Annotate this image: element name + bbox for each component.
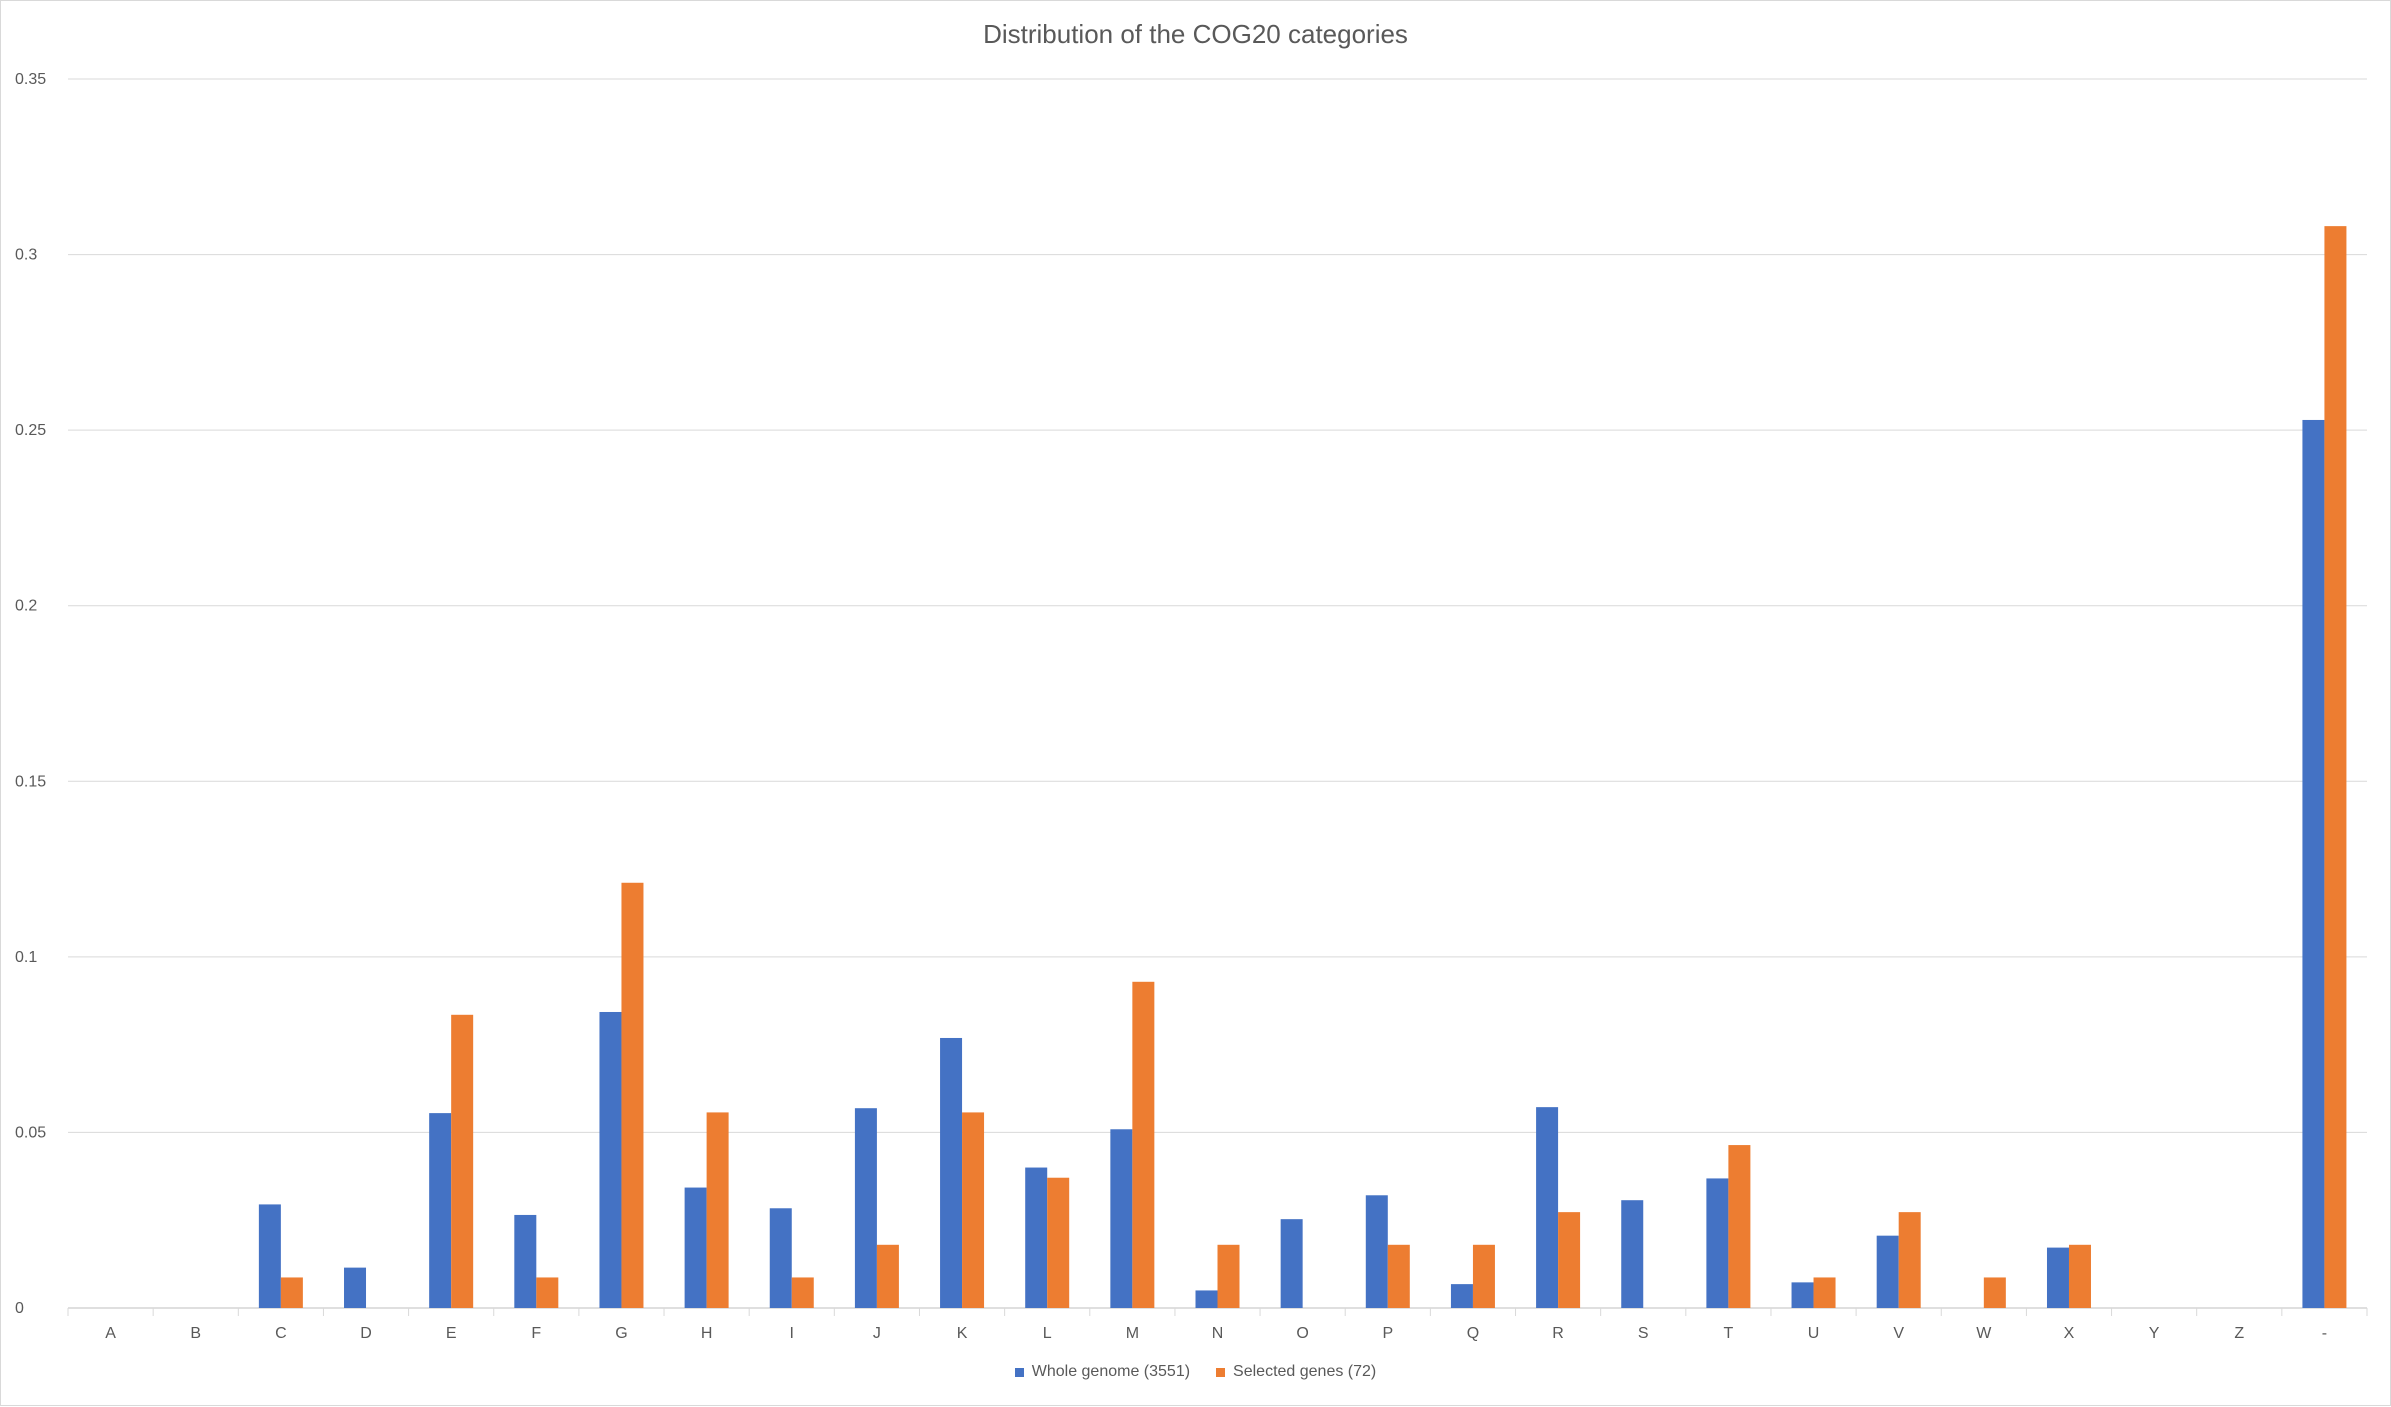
bar-whole-genome: [1706, 1178, 1729, 1308]
bar-selected-genes: [1047, 1177, 1070, 1308]
bar-selected-genes: [1132, 981, 1155, 1308]
x-tick-label: L: [1043, 1325, 1052, 1342]
bar-selected-genes: [621, 882, 644, 1308]
bar-whole-genome: [429, 1113, 452, 1308]
bar-whole-genome: [1195, 1290, 1218, 1308]
x-tick-label: H: [701, 1325, 713, 1342]
x-tick-label: J: [873, 1325, 881, 1342]
bar-whole-genome: [1280, 1219, 1303, 1308]
bar-selected-genes: [1898, 1212, 1921, 1308]
x-tick-label: A: [105, 1325, 116, 1342]
x-tick-label: Z: [2234, 1325, 2244, 1342]
x-tick-label: G: [615, 1325, 627, 1342]
x-tick-label: F: [531, 1325, 541, 1342]
bar-whole-genome: [1791, 1282, 1814, 1308]
x-tick-label: P: [1382, 1325, 1393, 1342]
legend-swatch-whole-genome: [1014, 1367, 1024, 1377]
bar-whole-genome: [1365, 1195, 1388, 1308]
bar-selected-genes: [1387, 1244, 1410, 1308]
bar-whole-genome: [769, 1208, 792, 1308]
x-tick-label: U: [1808, 1325, 1820, 1342]
y-tick-label: 0.3: [15, 247, 37, 264]
x-tick-label: Q: [1467, 1325, 1479, 1342]
y-tick-label: 0.1: [15, 949, 37, 966]
bar-selected-genes: [451, 1014, 474, 1308]
bar-whole-genome: [940, 1037, 963, 1308]
bar-selected-genes: [876, 1244, 899, 1308]
bar-whole-genome: [1621, 1200, 1644, 1308]
x-tick-label: M: [1126, 1325, 1139, 1342]
x-tick-label: I: [790, 1325, 794, 1342]
legend-swatch-selected-genes: [1216, 1367, 1226, 1377]
x-tick-label: E: [446, 1325, 457, 1342]
bar-whole-genome: [1110, 1129, 1133, 1308]
bar-selected-genes: [791, 1277, 814, 1308]
y-tick-label: 0.35: [15, 71, 46, 88]
x-tick-label: Y: [2149, 1325, 2160, 1342]
x-tick-label: R: [1552, 1325, 1564, 1342]
x-tick-label: V: [1893, 1325, 1904, 1342]
bar-selected-genes: [2068, 1244, 2091, 1308]
bar-whole-genome: [1876, 1235, 1899, 1308]
y-tick-label: 0.05: [15, 1124, 46, 1141]
bar-selected-genes: [1217, 1244, 1240, 1308]
bar-selected-genes: [536, 1277, 559, 1308]
bar-selected-genes: [1472, 1244, 1495, 1308]
x-tick-label: D: [360, 1325, 372, 1342]
x-tick-label: W: [1976, 1325, 1992, 1342]
y-tick-label: 0.2: [15, 598, 37, 615]
x-tick-label: S: [1638, 1325, 1649, 1342]
x-tick-label: C: [275, 1325, 287, 1342]
bar-selected-genes: [2324, 226, 2347, 1308]
bar-whole-genome: [1025, 1167, 1048, 1308]
x-tick-label: K: [957, 1325, 968, 1342]
bar-whole-genome: [258, 1204, 281, 1308]
bar-whole-genome: [1536, 1107, 1559, 1308]
y-tick-label: 0: [15, 1300, 24, 1317]
x-tick-label: O: [1296, 1325, 1308, 1342]
bar-whole-genome: [599, 1011, 622, 1308]
bar-whole-genome: [854, 1108, 877, 1308]
bar-whole-genome: [514, 1214, 537, 1308]
bar-whole-genome: [684, 1187, 707, 1308]
x-tick-label: X: [2064, 1325, 2075, 1342]
bar-selected-genes: [962, 1112, 985, 1308]
bar-selected-genes: [1983, 1277, 2006, 1308]
x-tick-label: -: [2322, 1325, 2327, 1342]
bar-selected-genes: [280, 1277, 303, 1308]
x-tick-label: B: [190, 1325, 201, 1342]
legend: Whole genome (3551) Selected genes (72): [1, 1363, 2390, 1381]
bar-whole-genome: [2046, 1247, 2069, 1308]
bar-whole-genome: [2302, 419, 2325, 1308]
x-tick-label: N: [1212, 1325, 1224, 1342]
legend-item-selected-genes: Selected genes (72): [1216, 1363, 1376, 1381]
legend-item-whole-genome: Whole genome (3551): [1014, 1363, 1191, 1381]
bar-selected-genes: [706, 1112, 729, 1308]
x-tick-label: T: [1723, 1325, 1733, 1342]
y-tick-label: 0.15: [15, 773, 46, 790]
legend-label-whole-genome: Whole genome (3551): [1031, 1363, 1191, 1380]
bar-selected-genes: [1558, 1212, 1581, 1308]
bar-selected-genes: [1728, 1145, 1751, 1308]
bar-whole-genome: [344, 1267, 367, 1308]
chart-title: Distribution of the COG20 categories: [983, 19, 1408, 49]
legend-label-selected-genes: Selected genes (72): [1233, 1363, 1377, 1380]
bar-selected-genes: [1813, 1277, 1836, 1308]
bar-whole-genome: [1450, 1284, 1473, 1308]
y-tick-label: 0.25: [15, 422, 46, 439]
